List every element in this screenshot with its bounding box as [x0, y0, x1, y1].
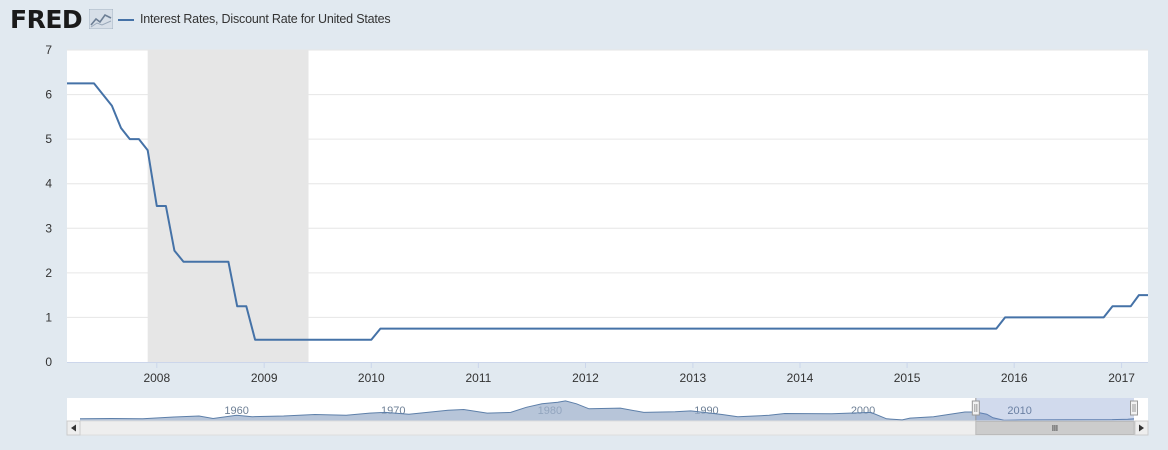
x-tick-label: 2015 — [894, 371, 921, 385]
y-tick-label: 0 — [45, 355, 52, 369]
y-tick-label: 1 — [45, 310, 52, 324]
x-tick-label: 2010 — [358, 371, 385, 385]
navigator-selected-range[interactable] — [975, 398, 1134, 421]
y-tick-label: 2 — [45, 266, 52, 280]
range-navigator[interactable]: 196019701980199020002010 — [67, 398, 1148, 421]
plot-area: 0 1 2 3 4 5 6 7 2008 2009 2010 2011 2012 2013 2014 2015… — [45, 43, 1148, 385]
x-tick-label: 2016 — [1001, 371, 1028, 385]
scroll-left-arrow-icon — [71, 424, 76, 432]
navigator-right-handle[interactable] — [1130, 400, 1138, 416]
navigator-series-area — [80, 400, 1134, 421]
navigator-scrollbar[interactable] — [66, 420, 1149, 436]
x-tick-label: 2011 — [465, 371, 491, 385]
navigator-series-line — [79, 400, 1135, 421]
y-tick-label: 7 — [45, 43, 52, 57]
x-tick-label: 2014 — [787, 371, 814, 385]
y-tick-label: 5 — [45, 132, 52, 146]
fred-logo: FRED — [10, 5, 83, 34]
discount-rate-series-line — [67, 82, 1148, 341]
chart-header: FRED Interest Rates, Discount Rate for U… — [0, 0, 1168, 40]
y-tick-label: 4 — [45, 177, 52, 191]
navigator-x-label: 1960 — [224, 405, 248, 417]
navigator-left-handle[interactable] — [971, 400, 980, 416]
x-tick-label: 2017 — [1108, 371, 1135, 385]
legend-series-label: Interest Rates, Discount Rate for United… — [140, 12, 391, 26]
scroll-right-arrow-icon — [1139, 424, 1144, 432]
y-tick-label: 3 — [45, 221, 52, 235]
y-tick-label: 6 — [45, 88, 52, 102]
legend-series-swatch — [118, 19, 134, 21]
x-tick-label: 2012 — [572, 371, 599, 385]
x-tick-label: 2008 — [143, 371, 170, 385]
x-tick-label: 2009 — [251, 371, 278, 385]
recession-shading — [147, 50, 309, 362]
chart-trend-icon — [89, 9, 113, 29]
navigator-x-label: 2010 — [1007, 405, 1031, 417]
x-tick-label: 2013 — [680, 371, 707, 385]
